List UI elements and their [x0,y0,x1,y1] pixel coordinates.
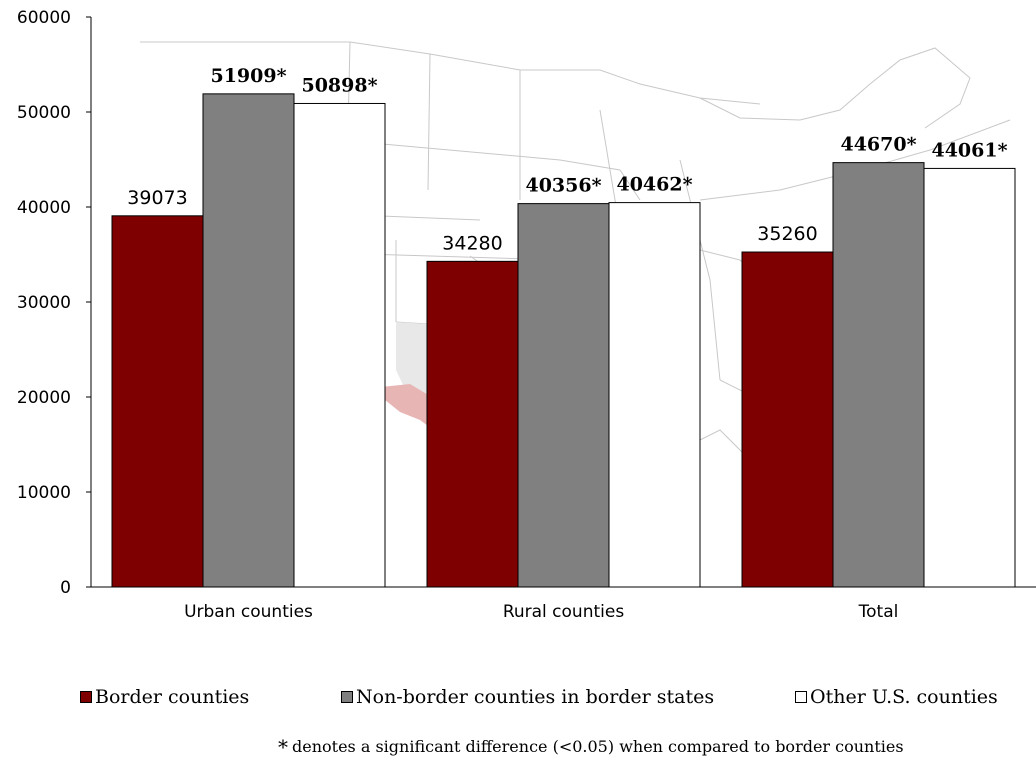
footnote-symbol: * [278,735,288,759]
bar-value-label: 40356* [525,175,601,197]
legend-label-border-counties: Border counties [95,686,250,708]
bar [293,102,386,588]
y-axis-ticks: 0 10000 20000 30000 40000 50000 60000 [17,8,91,598]
y-tick-label: 10000 [17,483,71,503]
y-tick-label: 0 [60,578,71,598]
bar [608,202,701,588]
bar-value-label: 51909* [210,65,286,87]
bar [111,215,204,588]
bar [426,260,519,588]
bar-value-label: 44670* [840,134,916,156]
legend-label-non-border-counties: Non-border counties in border states [356,686,715,708]
bar [202,93,295,588]
footnote: * denotes a significant difference (<0.05… [278,735,904,759]
y-tick-label: 30000 [17,293,71,313]
legend-swatch-other-us-counties [795,691,807,703]
bar-chart: 0 10000 20000 30000 40000 50000 60000 39073 519… [17,8,1036,622]
bar [832,162,925,588]
bar-value-label: 34280 [442,232,502,254]
bar [923,167,1016,588]
y-tick-label: 40000 [17,198,71,218]
legend-item-other-us-counties: Other U.S. counties [795,686,998,708]
x-axis-category-labels: Urban counties Rural counties Total [184,602,898,622]
bar-value-label: 40462* [616,174,692,196]
bar [741,251,834,588]
legend-swatch-non-border-counties [341,691,353,703]
legend-item-border-counties: Border counties [80,686,249,708]
legend-swatch-border-counties [80,691,92,703]
legend-item-non-border-counties: Non-border counties in border states [341,686,714,708]
y-tick-label: 20000 [17,388,71,408]
y-tick-label: 60000 [17,8,71,28]
x-category-label: Urban counties [184,602,313,622]
bar-value-label: 39073 [127,187,187,209]
bar-value-label: 50898* [301,74,377,96]
bar-value-label: 44061* [931,139,1007,161]
y-tick-label: 50000 [17,103,71,123]
bar [517,203,610,588]
legend-label-other-us-counties: Other U.S. counties [810,686,998,708]
footnote-text: denotes a significant difference (<0.05)… [292,737,904,756]
x-category-label: Rural counties [503,602,625,622]
bar-value-labels: 39073 51909* 50898* 34280 40356* 40462* 35260 4… [127,65,1007,254]
bars [111,93,1016,588]
bar-value-label: 35260 [757,223,817,245]
x-category-label: Total [858,602,899,622]
